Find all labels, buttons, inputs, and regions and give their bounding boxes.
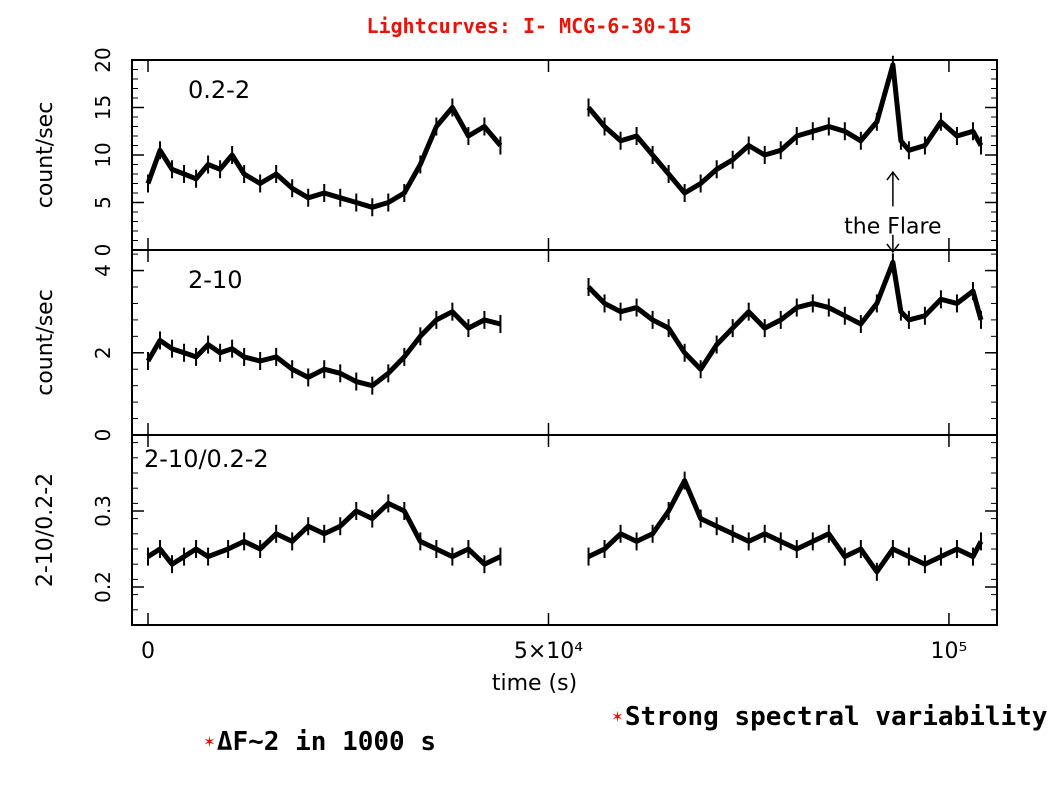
- y-tick-label: 0: [91, 244, 115, 257]
- y-tick-label: 15: [91, 95, 115, 120]
- y-axis-label: count/sec: [33, 289, 58, 396]
- x-tick-label: 10⁵: [931, 639, 968, 664]
- series-line: [146, 500, 502, 567]
- y-tick-label: 4: [91, 264, 115, 277]
- flare-arrowhead-down: [886, 243, 900, 254]
- band-label: 2-10: [188, 266, 242, 294]
- series-line: [587, 478, 984, 575]
- plot-frame: [131, 59, 998, 626]
- flare-arrowhead-up: [886, 170, 900, 181]
- star-icon: ✶: [204, 731, 215, 752]
- bullet-flux-change: ✶ΔF~2 in 1000 s: [204, 727, 436, 757]
- y-tick-label: 2: [91, 346, 115, 359]
- y-tick-label: 20: [91, 47, 115, 72]
- y-tick-label: 0: [91, 429, 115, 442]
- bullet-flux-text: ΔF~2 in 1000 s: [216, 727, 436, 757]
- y-tick-label: 0.2: [91, 571, 115, 603]
- series-line: [586, 62, 984, 196]
- y-axis-label: count/sec: [33, 102, 58, 209]
- y-tick-label: 10: [91, 142, 115, 167]
- band-label: 2-10/0.2-2: [144, 445, 269, 473]
- y-axis-label: 2-10/0.2-2: [33, 473, 58, 587]
- band-label: 0.2-2: [188, 76, 250, 104]
- x-tick-label: 5×10⁴: [514, 639, 583, 664]
- page-title: Lightcurves: I- MCG-6-30-15: [366, 14, 692, 38]
- y-tick-label: 5: [91, 196, 115, 209]
- x-tick-label: 0: [141, 639, 155, 664]
- x-axis-label: time (s): [492, 671, 577, 696]
- y-tick-label: 0.3: [91, 495, 115, 527]
- series-line: [586, 259, 984, 372]
- bullet-spectral-text: Strong spectral variability: [624, 702, 1048, 732]
- star-icon: ✶: [612, 706, 623, 727]
- bullet-spectral-variability: ✶Strong spectral variability: [612, 702, 1047, 732]
